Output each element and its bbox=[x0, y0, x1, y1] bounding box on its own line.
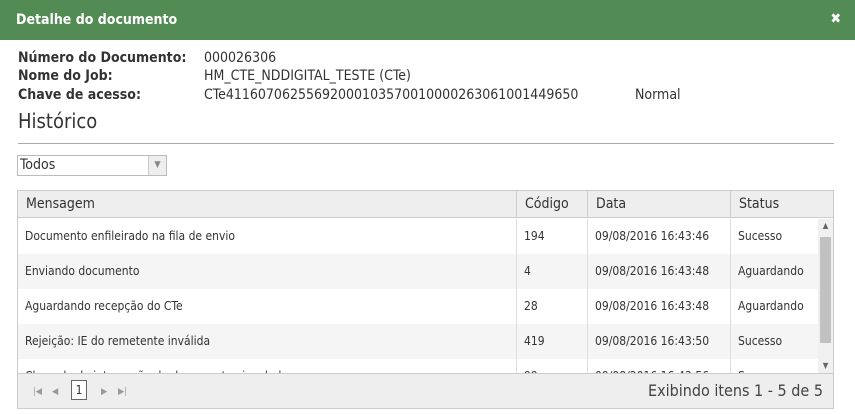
cell-codigo: 99 bbox=[516, 359, 587, 373]
historico-title: Histórico bbox=[18, 109, 98, 133]
cell-mensagem: Rejeição: IE do remetente inválida bbox=[25, 334, 211, 348]
cell-mensagem: Chegada da integração do documento vincu… bbox=[18, 359, 516, 373]
job-label: Nome do Job: bbox=[18, 68, 113, 84]
cell-mensagem: Documento enfileirado na fila de envio bbox=[25, 229, 235, 243]
cell-data: 09/08/2016 16:43:50 bbox=[587, 324, 730, 359]
close-icon[interactable]: ✖ bbox=[830, 11, 841, 27]
cell-status: Sucesso bbox=[730, 359, 818, 373]
cell-data: 09/08/2016 16:43:46 bbox=[587, 219, 730, 254]
tipo-value: Normal bbox=[635, 87, 681, 103]
cell-mensagem: Enviando documento bbox=[25, 264, 140, 278]
numero-label: Número do Documento: bbox=[18, 50, 187, 66]
prev-page-icon[interactable]: ◀ bbox=[52, 387, 59, 397]
chave-value: CTe4116070625569200010357001000026306100… bbox=[204, 87, 579, 103]
grid-header: Mensagem Código Data Status bbox=[18, 191, 833, 218]
table-row[interactable]: Rejeição: IE do remetente inválida 419 0… bbox=[18, 324, 818, 359]
cell-mensagem: Aguardando recepção do CTe bbox=[25, 299, 183, 313]
cell-status: Sucesso bbox=[730, 324, 818, 359]
numero-value: 000026306 bbox=[204, 50, 277, 66]
chave-label: Chave de acesso: bbox=[18, 87, 141, 103]
pager: |◀ ◀ 1 ▶ ▶| Exibindo itens 1 - 5 de 5 bbox=[18, 373, 833, 408]
cell-status: Aguardando bbox=[730, 254, 818, 289]
scroll-down-icon[interactable]: ▼ bbox=[822, 361, 829, 370]
column-header-status[interactable]: Status bbox=[730, 191, 818, 218]
filter-select[interactable]: Todos ▼ bbox=[17, 155, 167, 176]
next-page-icon[interactable]: ▶ bbox=[101, 387, 108, 397]
table-row[interactable]: Chegada da integração do documento vincu… bbox=[18, 359, 818, 373]
cell-data: 09/08/2016 16:43:56 bbox=[587, 359, 730, 373]
cell-codigo: 28 bbox=[516, 289, 587, 324]
grid-rows: Documento enfileirado na fila de envio 1… bbox=[18, 219, 818, 373]
job-value: HM_CTE_NDDIGITAL_TESTE (CTe) bbox=[204, 68, 411, 84]
column-header-data[interactable]: Data bbox=[587, 191, 730, 218]
scroll-up-icon[interactable]: ▲ bbox=[822, 221, 829, 230]
table-row[interactable]: Documento enfileirado na fila de envio 1… bbox=[18, 219, 818, 254]
current-page[interactable]: 1 bbox=[71, 380, 87, 400]
filter-value: Todos bbox=[20, 157, 56, 173]
divider bbox=[18, 143, 834, 144]
cell-data: 09/08/2016 16:43:48 bbox=[587, 289, 730, 324]
dialog-title: Detalhe do documento bbox=[16, 12, 178, 28]
dialog-titlebar: Detalhe do documento ✖ bbox=[0, 0, 855, 40]
cell-codigo: 194 bbox=[516, 219, 587, 254]
cell-codigo: 4 bbox=[516, 254, 587, 289]
cell-data: 09/08/2016 16:43:48 bbox=[587, 254, 730, 289]
pager-summary: Exibindo itens 1 - 5 de 5 bbox=[647, 381, 823, 400]
scroll-thumb[interactable] bbox=[820, 237, 831, 343]
history-grid: Mensagem Código Data Status Documento en… bbox=[17, 190, 834, 409]
cell-status: Sucesso bbox=[730, 219, 818, 254]
vertical-scrollbar[interactable]: ▲ ▼ bbox=[818, 219, 833, 373]
last-page-icon[interactable]: ▶| bbox=[118, 387, 127, 397]
first-page-icon[interactable]: |◀ bbox=[33, 387, 42, 397]
chevron-down-icon[interactable]: ▼ bbox=[148, 156, 166, 175]
column-header-codigo[interactable]: Código bbox=[516, 191, 587, 218]
cell-codigo: 419 bbox=[516, 324, 587, 359]
table-row[interactable]: Aguardando recepção do CTe 28 09/08/2016… bbox=[18, 289, 818, 324]
table-row[interactable]: Enviando documento 4 09/08/2016 16:43:48… bbox=[18, 254, 818, 289]
column-header-mensagem[interactable]: Mensagem bbox=[26, 196, 95, 212]
cell-status: Aguardando bbox=[730, 289, 818, 324]
